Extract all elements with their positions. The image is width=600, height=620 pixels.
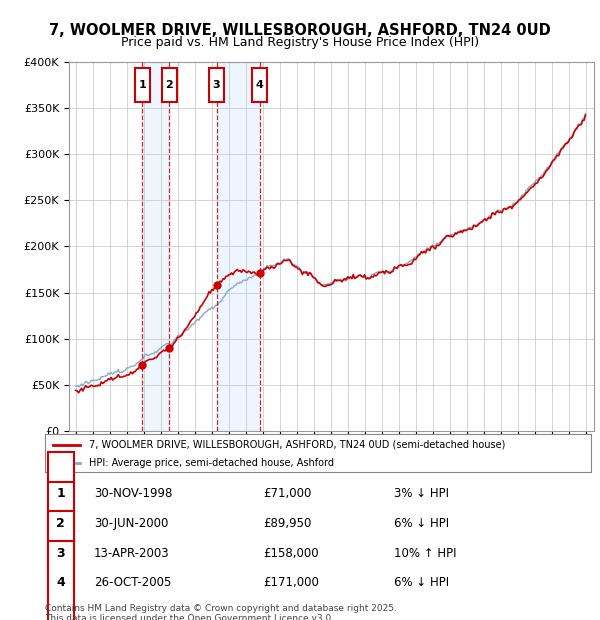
Text: 2: 2 [166,80,173,90]
Text: 13-APR-2003: 13-APR-2003 [94,547,170,559]
Text: 3: 3 [213,80,220,90]
FancyBboxPatch shape [48,541,74,620]
Text: 1: 1 [139,80,146,90]
FancyBboxPatch shape [48,482,74,565]
Text: £158,000: £158,000 [263,547,319,559]
Text: 7, WOOLMER DRIVE, WILLESBOROUGH, ASHFORD, TN24 0UD: 7, WOOLMER DRIVE, WILLESBOROUGH, ASHFORD… [49,23,551,38]
Text: 6% ↓ HPI: 6% ↓ HPI [394,577,449,589]
Text: 1: 1 [56,487,65,500]
FancyBboxPatch shape [161,68,177,102]
Text: £89,950: £89,950 [263,517,312,529]
Text: 3: 3 [56,547,65,559]
Text: 4: 4 [56,577,65,589]
Text: 30-NOV-1998: 30-NOV-1998 [94,487,173,500]
Text: £171,000: £171,000 [263,577,319,589]
Bar [142,62,169,431]
Bar [217,62,260,431]
Text: 2: 2 [56,517,65,529]
Text: Price paid vs. HM Land Registry's House Price Index (HPI): Price paid vs. HM Land Registry's House … [121,36,479,49]
Text: 10% ↑ HPI: 10% ↑ HPI [394,547,457,559]
FancyBboxPatch shape [209,68,224,102]
Text: HPI: Average price, semi-detached house, Ashford: HPI: Average price, semi-detached house,… [89,458,334,468]
Text: 6% ↓ HPI: 6% ↓ HPI [394,517,449,529]
FancyBboxPatch shape [48,452,74,535]
Text: 30-JUN-2000: 30-JUN-2000 [94,517,169,529]
Text: 26-OCT-2005: 26-OCT-2005 [94,577,172,589]
Text: 4: 4 [256,80,263,90]
FancyBboxPatch shape [48,512,74,595]
FancyBboxPatch shape [252,68,267,102]
Text: This data is licensed under the Open Government Licence v3.0.: This data is licensed under the Open Gov… [45,614,334,620]
FancyBboxPatch shape [135,68,150,102]
Text: 7, WOOLMER DRIVE, WILLESBOROUGH, ASHFORD, TN24 0UD (semi-detached house): 7, WOOLMER DRIVE, WILLESBOROUGH, ASHFORD… [89,440,505,450]
Text: Contains HM Land Registry data © Crown copyright and database right 2025.: Contains HM Land Registry data © Crown c… [45,604,397,613]
Text: 3% ↓ HPI: 3% ↓ HPI [394,487,449,500]
Text: £71,000: £71,000 [263,487,312,500]
